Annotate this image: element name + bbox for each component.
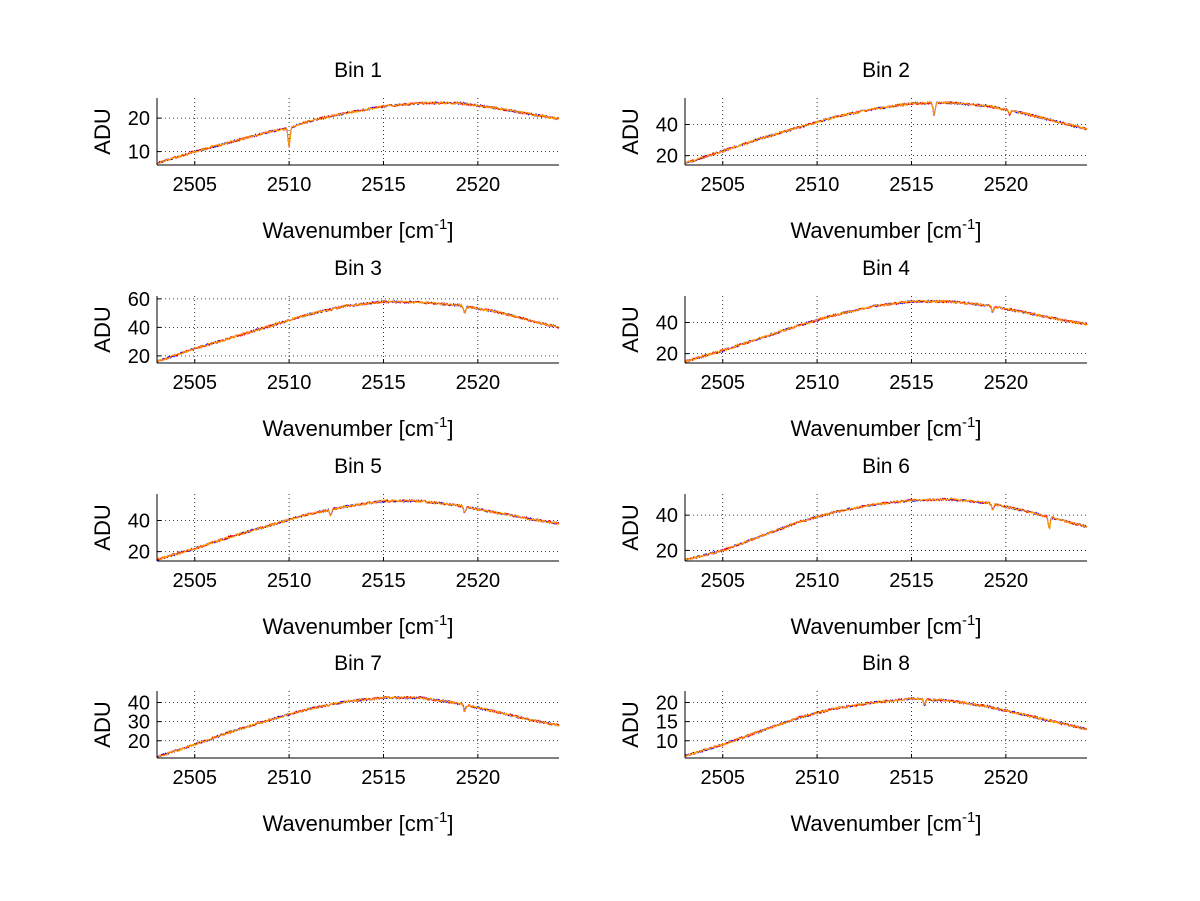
- subplot-bin-5: 2505 2510 2515 2520 20 40 Bin 5 ADU Wavenumber […: [90, 455, 560, 639]
- spectrum-trace: [684, 299, 1088, 363]
- spectrum-trace: [156, 498, 560, 561]
- y-tick-label: 20: [128, 542, 150, 564]
- x-tick-label: 2520: [456, 372, 501, 394]
- subplot-title: Bin 4: [862, 257, 910, 280]
- y-tick-label: 20: [128, 108, 150, 130]
- y-axis-label: ADU: [618, 306, 643, 352]
- spectrum-trace: [156, 299, 560, 362]
- x-tick-label: 2510: [795, 570, 840, 592]
- x-tick-label: 2505: [700, 570, 745, 592]
- spectrum-trace: [156, 696, 560, 759]
- y-axis-label: ADU: [618, 108, 643, 154]
- y-tick-label: 10: [128, 142, 150, 164]
- x-tick-label: 2505: [700, 174, 745, 196]
- x-tick-label: 2520: [984, 570, 1029, 592]
- y-tick-label: 15: [656, 712, 678, 734]
- subplot-title: Bin 3: [334, 257, 382, 280]
- x-tick-label: 2505: [172, 767, 217, 789]
- x-tick-label: 2505: [700, 767, 745, 789]
- spectrum-trace: [684, 696, 1088, 758]
- y-tick-label: 40: [128, 510, 150, 532]
- x-tick-label: 2505: [172, 372, 217, 394]
- x-tick-label: 2510: [267, 174, 312, 196]
- subplot-title: Bin 2: [862, 59, 910, 82]
- y-tick-label: 20: [656, 692, 678, 714]
- subplot-title: Bin 5: [334, 455, 382, 478]
- plot-area: [685, 98, 1087, 165]
- y-tick-label: 30: [128, 712, 150, 734]
- x-tick-label: 2520: [984, 372, 1029, 394]
- spectrum-trace: [684, 497, 1088, 561]
- y-tick-label: 40: [656, 114, 678, 136]
- x-tick-label: 2510: [795, 372, 840, 394]
- y-axis-label: ADU: [618, 504, 643, 550]
- x-tick-label: 2515: [361, 570, 406, 592]
- y-axis-label: ADU: [90, 108, 115, 154]
- plot-area: [157, 98, 559, 165]
- y-tick-label: 40: [128, 317, 150, 339]
- y-axis-label: ADU: [90, 504, 115, 550]
- subplot-title: Bin 6: [862, 455, 910, 478]
- y-tick-label: 60: [128, 289, 150, 311]
- y-axis-label: ADU: [90, 701, 115, 747]
- y-tick-label: 20: [128, 731, 150, 753]
- x-tick-label: 2515: [361, 767, 406, 789]
- subplot-bin-2: 2505 2510 2515 2520 20 40 Bin 2 ADU Wavenumber […: [618, 59, 1088, 243]
- x-axis-label: Wavenumber [cm-1]: [790, 809, 981, 836]
- y-tick-label: 20: [656, 540, 678, 562]
- x-tick-label: 2515: [889, 174, 934, 196]
- y-axis-label: ADU: [618, 701, 643, 747]
- x-tick-label: 2520: [984, 767, 1029, 789]
- x-axis-label: Wavenumber [cm-1]: [262, 612, 453, 639]
- x-tick-label: 2520: [456, 767, 501, 789]
- subplot-bin-4: 2505 2510 2515 2520 20 40 Bin 4 ADU Wavenumber […: [618, 257, 1088, 441]
- x-tick-label: 2510: [267, 372, 312, 394]
- x-tick-label: 2515: [889, 372, 934, 394]
- x-tick-label: 2515: [889, 570, 934, 592]
- x-axis-label: Wavenumber [cm-1]: [262, 809, 453, 836]
- subplot-bin-1: 2505 2510 2515 2520 10 20 Bin 1 ADU Wavenumber […: [90, 59, 560, 243]
- x-tick-label: 2520: [456, 174, 501, 196]
- x-tick-label: 2505: [172, 570, 217, 592]
- x-tick-label: 2505: [172, 174, 217, 196]
- x-tick-label: 2510: [795, 174, 840, 196]
- y-tick-label: 40: [656, 505, 678, 527]
- subplot-bin-6: 2505 2510 2515 2520 20 40 Bin 6 ADU Wavenumber […: [618, 455, 1088, 639]
- subplot-title: Bin 8: [862, 652, 910, 675]
- spectrum-trace: [684, 100, 1088, 164]
- x-tick-label: 2520: [984, 174, 1029, 196]
- x-tick-label: 2510: [267, 767, 312, 789]
- x-tick-label: 2505: [700, 372, 745, 394]
- y-axis-label: ADU: [90, 306, 115, 352]
- x-tick-label: 2515: [361, 174, 406, 196]
- y-tick-label: 40: [128, 692, 150, 714]
- x-axis-label: Wavenumber [cm-1]: [790, 216, 981, 243]
- y-tick-label: 20: [656, 146, 678, 168]
- y-tick-label: 20: [128, 346, 150, 368]
- x-axis-label: Wavenumber [cm-1]: [262, 414, 453, 441]
- spectrum-trace: [156, 100, 560, 164]
- subplot-title: Bin 1: [334, 59, 382, 82]
- plot-area: [685, 296, 1087, 363]
- x-tick-label: 2515: [889, 767, 934, 789]
- y-tick-label: 10: [656, 731, 678, 753]
- x-axis-label: Wavenumber [cm-1]: [790, 612, 981, 639]
- subplot-bin-3: 2505 2510 2515 2520 20 40 60 Bin 3 ADU Wavenumber…: [90, 257, 560, 441]
- y-tick-label: 40: [656, 312, 678, 334]
- y-tick-label: 20: [656, 344, 678, 366]
- x-axis-label: Wavenumber [cm-1]: [790, 414, 981, 441]
- x-tick-label: 2515: [361, 372, 406, 394]
- plot-area: [685, 494, 1087, 561]
- plot-area: [157, 296, 559, 363]
- subplot-grid: 2505 2510 2515 2520 10 20 Bin 1 ADU Wavenumber […: [90, 59, 1088, 836]
- x-tick-label: 2510: [267, 570, 312, 592]
- x-tick-label: 2510: [795, 767, 840, 789]
- x-axis-label: Wavenumber [cm-1]: [262, 216, 453, 243]
- subplot-title: Bin 7: [334, 652, 382, 675]
- x-tick-label: 2520: [456, 570, 501, 592]
